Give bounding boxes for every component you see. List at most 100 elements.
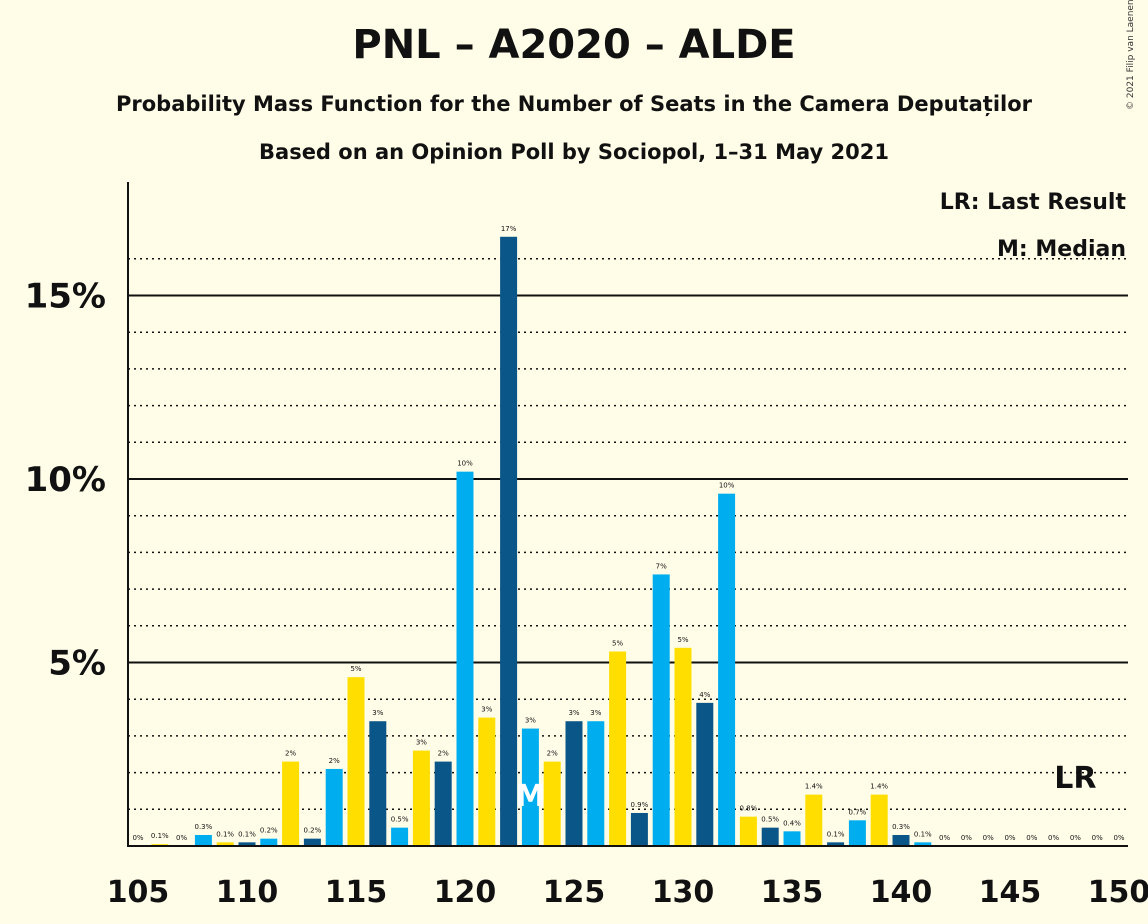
bar-seat-137: [827, 842, 845, 846]
data-label-seat-147: 0%: [1048, 834, 1059, 842]
data-label-seat-113: 0.2%: [304, 827, 322, 835]
data-label-seat-125: 3%: [568, 709, 579, 717]
bar-seat-116: [369, 721, 387, 846]
x-tick-label: 115: [325, 875, 388, 910]
bar-seat-110: [238, 842, 256, 846]
x-tick-label: 135: [761, 875, 824, 910]
data-label-seat-124: 2%: [547, 750, 558, 758]
x-tick-label: 140: [870, 875, 933, 910]
data-label-seat-133: 0.8%: [740, 805, 758, 813]
data-label-seat-143: 0%: [961, 834, 972, 842]
bar-seat-111: [260, 838, 278, 846]
legend-median: M: Median: [997, 237, 1126, 262]
data-label-seat-146: 0%: [1026, 834, 1037, 842]
data-label-seat-119: 2%: [438, 750, 449, 758]
data-label-seat-150: 0%: [1113, 834, 1124, 842]
data-label-seat-106: 0.1%: [151, 832, 169, 840]
data-label-seat-128: 0.9%: [631, 801, 649, 809]
markers: M LR: [515, 761, 1096, 814]
bar-seat-109: [216, 842, 234, 846]
bar-seat-134: [761, 827, 779, 846]
legend-last-result: LR: Last Result: [940, 190, 1127, 215]
bar-seat-118: [412, 750, 430, 846]
x-tick-label: 145: [979, 875, 1042, 910]
data-label-seat-136: 1.4%: [805, 783, 823, 791]
bar-seat-121: [478, 717, 496, 846]
data-label-seat-127: 5%: [612, 639, 623, 647]
data-label-seat-138: 0.7%: [849, 808, 867, 816]
x-tick-label: 150: [1088, 875, 1148, 910]
data-label-seat-148: 0%: [1070, 834, 1081, 842]
data-label-seat-137: 0.1%: [827, 830, 845, 838]
data-label-seat-121: 3%: [481, 706, 492, 714]
data-label-seat-118: 3%: [416, 739, 427, 747]
bar-seat-132: [718, 493, 736, 846]
data-label-seat-117: 0.5%: [391, 816, 409, 824]
bar-seat-123: [521, 728, 539, 846]
data-label-seat-116: 3%: [372, 709, 383, 717]
bar-seat-136: [805, 794, 823, 846]
bar-seat-113: [303, 838, 321, 846]
data-label-seat-134: 0.5%: [761, 816, 779, 824]
axes: 5% 10% 15% 105 110 115 120 125 130 135 140 145 150: [25, 182, 1148, 910]
data-label-seat-144: 0%: [983, 834, 994, 842]
x-tick-label: 130: [652, 875, 715, 910]
bar-seat-126: [587, 721, 605, 846]
y-tick-label: 15%: [25, 277, 106, 317]
data-label-seat-130: 5%: [677, 636, 688, 644]
data-label-seat-111: 0.2%: [260, 827, 278, 835]
data-labels: 0% 0.1% 0% 0.3% 0.1% 0.1% 0.2% 2% 0.2% 2% 5% 3% 0.5%…: [132, 225, 1124, 842]
data-label-seat-132: 10%: [719, 482, 735, 490]
bar-seat-135: [783, 831, 801, 846]
data-label-seat-115: 5%: [350, 665, 361, 673]
data-label-seat-109: 0.1%: [216, 830, 234, 838]
data-label-seat-131: 4%: [699, 691, 710, 699]
data-label-seat-149: 0%: [1092, 834, 1103, 842]
chart-subtitle: Probability Mass Function for the Number…: [115, 92, 1032, 116]
bar-seat-128: [630, 812, 648, 846]
bar-seat-119: [434, 761, 452, 846]
bar-seat-141: [914, 842, 932, 846]
data-label-seat-129: 7%: [656, 562, 667, 570]
data-label-seat-107: 0%: [176, 834, 187, 842]
data-label-seat-145: 0%: [1004, 834, 1015, 842]
y-tick-label: 5%: [48, 644, 106, 684]
bar-seat-117: [391, 827, 409, 846]
data-label-seat-135: 0.4%: [783, 819, 801, 827]
x-tick-label: 110: [216, 875, 279, 910]
bars: [151, 236, 932, 846]
bar-seat-127: [609, 651, 627, 846]
x-tick-label: 105: [107, 875, 170, 910]
bar-seat-124: [543, 761, 561, 846]
chart-source: Based on an Opinion Poll by Sociopol, 1–…: [259, 140, 889, 164]
data-label-seat-105: 0%: [132, 834, 143, 842]
last-result-marker: LR: [1054, 761, 1096, 796]
bar-seat-131: [696, 702, 714, 846]
data-label-seat-123: 3%: [525, 717, 536, 725]
data-label-seat-142: 0%: [939, 834, 950, 842]
bar-seat-122: [500, 236, 518, 846]
data-label-seat-114: 2%: [329, 757, 340, 765]
x-tick-label: 120: [434, 875, 497, 910]
data-label-seat-140: 0.3%: [892, 823, 910, 831]
bar-seat-129: [652, 574, 670, 846]
bar-seat-138: [848, 820, 866, 846]
gridlines: [128, 258, 1128, 811]
data-label-seat-141: 0.1%: [914, 830, 932, 838]
bar-seat-108: [194, 834, 212, 846]
bar-seat-140: [892, 834, 910, 846]
bar-seat-130: [674, 647, 692, 846]
data-label-seat-120: 10%: [457, 460, 473, 468]
x-tick-label: 125: [543, 875, 606, 910]
y-tick-label: 10%: [25, 460, 106, 500]
data-label-seat-122: 17%: [501, 225, 517, 233]
chart-title: PNL – A2020 – ALDE: [352, 22, 796, 68]
median-marker: M: [515, 779, 545, 814]
bar-seat-114: [325, 768, 343, 846]
bar-seat-115: [347, 677, 365, 846]
bar-seat-112: [282, 761, 300, 846]
data-label-seat-139: 1.4%: [870, 783, 888, 791]
bar-seat-125: [565, 721, 583, 846]
bar-seat-133: [739, 816, 757, 846]
